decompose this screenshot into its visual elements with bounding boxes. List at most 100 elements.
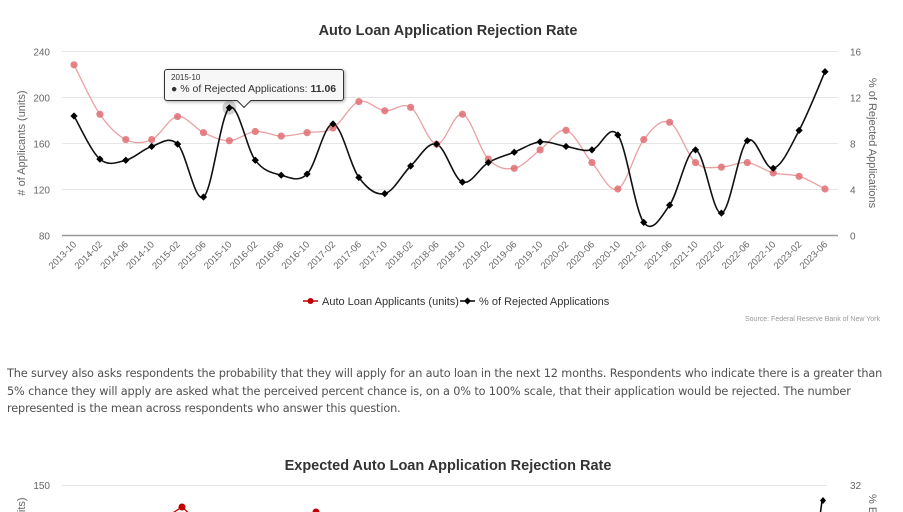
point-applicants — [769, 169, 777, 177]
chart-2-y-tick-right: 32 — [850, 481, 862, 492]
point-applicants — [173, 112, 182, 121]
chart-2-point — [178, 503, 186, 511]
point-rejected — [717, 209, 726, 217]
point-rejected — [355, 173, 363, 182]
point-applicants — [407, 103, 415, 111]
point-rejected — [407, 162, 415, 170]
point-rejected — [225, 104, 233, 112]
expected-rejection-rate-chart: Expected Auto Loan Application Rejection… — [16, 458, 878, 512]
y-tick-label-left: 160 — [33, 140, 50, 151]
point-applicants — [743, 158, 751, 167]
tooltip-line: ● % of Rejected Applications: 11.06 — [171, 83, 336, 96]
point-rejected — [432, 140, 441, 148]
point-rejected — [743, 137, 751, 145]
x-tick-label: 2023-06 — [798, 239, 830, 271]
chart-2-y-axis-left-title: # of Applicants (units) — [16, 497, 28, 512]
point-rejected — [70, 112, 78, 120]
legend-item-applicants[interactable]: Auto Loan Applicants (units) — [303, 296, 459, 308]
point-applicants — [70, 61, 78, 69]
y-axis-left-title: # of Applicants (units) — [16, 90, 28, 195]
tooltip-value: 11.06 — [310, 83, 337, 95]
point-applicants — [96, 110, 104, 118]
description-paragraph: The survey also asks respondents the pro… — [7, 367, 883, 416]
point-rejected — [640, 218, 648, 226]
point-applicants — [562, 126, 570, 134]
chart-2-series-rejection-line — [819, 500, 823, 512]
point-rejected — [562, 142, 570, 151]
point-rejected — [614, 131, 622, 139]
point-applicants — [691, 158, 700, 167]
point-rejected — [381, 190, 389, 198]
point-applicants — [225, 137, 233, 145]
legend-label-rejected: % of Rejected Applications — [479, 296, 610, 308]
point-applicants — [821, 185, 829, 193]
y-axis-right-title: % of Rejected Applications — [866, 78, 878, 209]
y-tick-label-right: 16 — [850, 48, 862, 59]
legend-item-rejected[interactable]: % of Rejected Applications — [460, 296, 610, 308]
y-tick-label-right: 12 — [850, 94, 862, 105]
point-rejected — [821, 68, 829, 76]
point-rejected — [199, 193, 208, 201]
chart-2-y-tick-left: 150 — [33, 481, 50, 492]
chart-2-title: Expected Auto Loan Application Rejection… — [285, 458, 612, 474]
point-applicants — [795, 172, 803, 180]
chart-2-y-axis-right-title: % Expected Rejection — [866, 494, 878, 512]
point-rejected — [173, 140, 182, 148]
point-applicants — [277, 132, 285, 140]
point-rejected — [588, 146, 596, 154]
chart-2-series-applicants-line — [173, 506, 318, 512]
tooltip-label: % of Rejected Applications: — [180, 83, 311, 95]
source-credit: Source: Federal Reserve Bank of New York — [745, 316, 881, 323]
legend-marker-circle-icon — [307, 298, 314, 304]
chart-title: Auto Loan Application Rejection Rate — [319, 23, 578, 39]
x-axis: 2013-102014-022014-062014-102015-022015-… — [47, 239, 830, 271]
point-applicants — [303, 129, 311, 137]
y-tick-label-left: 200 — [33, 94, 50, 105]
series-points — [70, 61, 829, 226]
point-applicants — [588, 158, 596, 167]
y-tick-label-right: 4 — [850, 186, 856, 197]
y-tick-label-right: 0 — [850, 232, 856, 243]
y-tick-label-left: 240 — [33, 48, 50, 59]
point-rejected — [666, 201, 674, 209]
point-applicants — [355, 98, 363, 106]
y-tick-label-left: 80 — [39, 232, 51, 243]
point-rejected — [510, 148, 518, 156]
point-rejected — [769, 164, 777, 172]
chart-2-point — [820, 497, 826, 504]
point-applicants — [148, 135, 156, 144]
chart-2-point — [312, 508, 320, 512]
point-rejected — [303, 170, 311, 178]
y-tick-label-right: 8 — [850, 140, 856, 151]
point-rejected — [458, 178, 467, 186]
point-applicants — [329, 124, 337, 132]
tooltip: 2015-10 ● % of Rejected Applications: 11… — [164, 69, 345, 109]
point-rejected — [96, 155, 104, 163]
tooltip-bullet-icon: ● — [171, 83, 181, 95]
tooltip-date: 2015-10 — [171, 73, 201, 82]
point-rejected — [251, 156, 259, 164]
point-applicants — [717, 163, 726, 171]
point-rejected — [484, 158, 492, 167]
point-applicants — [381, 107, 389, 115]
point-applicants — [510, 164, 518, 172]
point-applicants — [640, 135, 648, 144]
y-tick-label-left: 120 — [33, 186, 50, 197]
point-rejected — [329, 120, 337, 128]
point-rejected — [536, 138, 544, 146]
point-applicants — [536, 146, 544, 154]
point-rejected — [691, 146, 700, 154]
y-axis-right: 0 4 8 12 16 — [850, 48, 862, 243]
point-applicants — [122, 135, 130, 144]
legend: Auto Loan Applicants (units) % of Reject… — [303, 296, 610, 308]
legend-marker-diamond-icon — [464, 297, 471, 305]
point-applicants — [458, 110, 467, 118]
legend-label-applicants: Auto Loan Applicants (units) — [322, 296, 459, 308]
rejection-rate-chart: Auto Loan Application Rejection Rate 801… — [16, 23, 881, 323]
y-axis-left: 80 120 160 200 240 — [33, 48, 50, 243]
point-rejected — [122, 156, 130, 164]
point-applicants — [666, 118, 674, 126]
point-applicants — [199, 129, 208, 137]
point-applicants — [251, 127, 259, 136]
point-rejected — [148, 142, 156, 151]
